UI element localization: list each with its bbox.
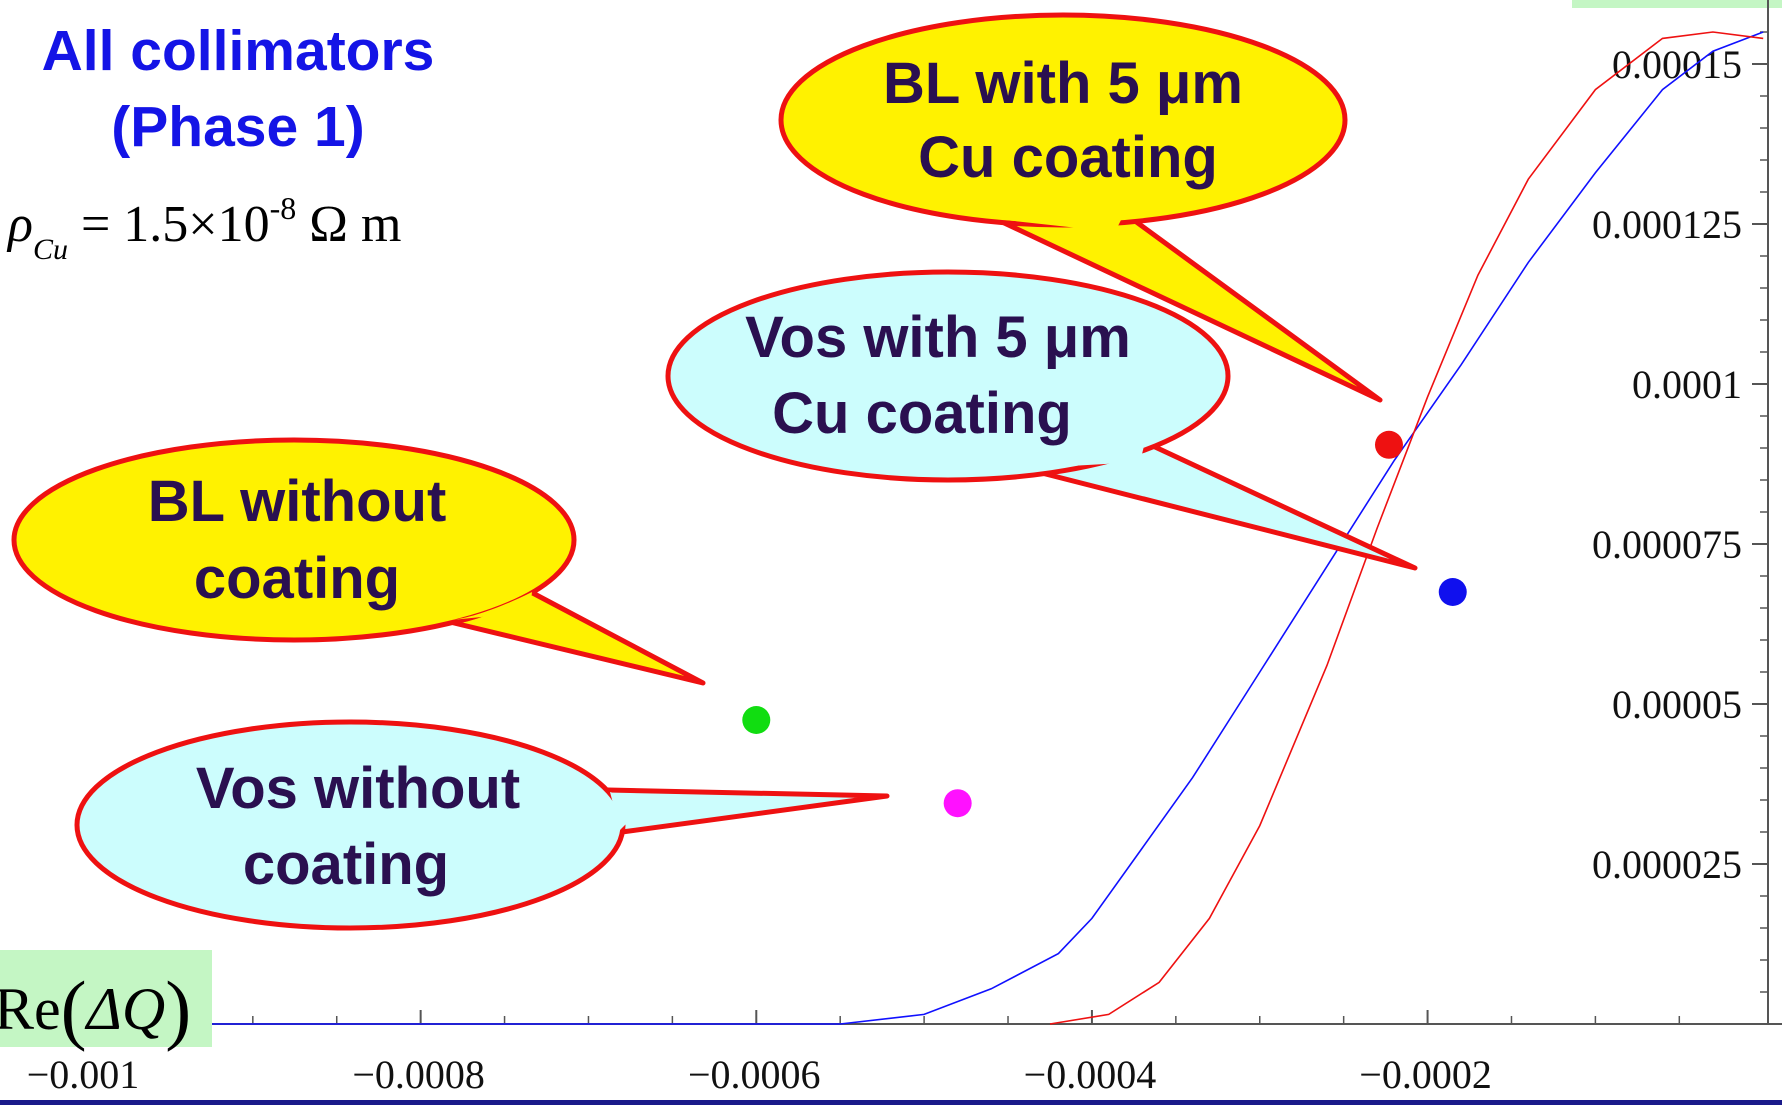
y-tick-label: 0.0001 [1632, 362, 1742, 407]
y-tick-label: 0.000125 [1592, 202, 1742, 247]
formula-subscript: Cu [32, 233, 68, 266]
bottom-border-bar [0, 1100, 1782, 1105]
x-tick-label: −0.0008 [352, 1052, 485, 1097]
callout-vos-coated-line1: Vos with 5 μm [745, 305, 1131, 370]
y-axis-label-box [0, 950, 212, 1047]
callout-bl-coated-line2: Cu coating [918, 125, 1218, 190]
series-line-0 [85, 31, 1764, 1025]
formula-symbol: ρ [8, 196, 33, 253]
y-tick-label: 0.00015 [1612, 42, 1742, 87]
callout-bl-uncoated: BL without coating [11, 437, 706, 686]
data-point-0 [742, 706, 771, 734]
data-point-1 [943, 789, 972, 818]
y-axis-label: Re(ΔQ) [0, 958, 191, 1052]
series-layer [85, 31, 1764, 1025]
y-tick-label: 0.00005 [1612, 682, 1742, 727]
callout-bl-coated-line1: BL with 5 μm [883, 51, 1243, 116]
callout-vos-uncoated-line2: coating [243, 832, 449, 897]
y-axis-label-symbol: ΔQ [86, 976, 166, 1042]
x-ticks: −0.001 −0.0008 −0.0006 −0.0004 −0.0002 [27, 1010, 1681, 1097]
axes: −0.001 −0.0008 −0.0006 −0.0004 −0.0002 0.000… [27, 0, 1782, 1097]
x-tick-label: −0.001 [27, 1052, 140, 1097]
data-point-3 [1438, 578, 1467, 606]
formula-exponent: -8 [269, 190, 297, 226]
formula-unit: Ω m [309, 196, 402, 253]
x-tick-label: −0.0004 [1024, 1052, 1157, 1097]
corner-highlight [1572, 0, 1782, 8]
y-axis-label-prefix: Re [0, 976, 61, 1042]
formula-expression: = 1.5×10 [80, 196, 270, 253]
callout-vos-uncoated-line1: Vos without [196, 756, 520, 821]
x-tick-label: −0.0006 [688, 1052, 821, 1097]
chart-title: All collimators [42, 19, 435, 83]
callout-vos-coated-line2: Cu coating [772, 381, 1072, 446]
callout-vos-uncoated: Vos without coating [74, 719, 890, 931]
callout-bl-uncoated-line2: coating [194, 546, 400, 611]
callout-vos-coated: Vos with 5 μm Cu coating [665, 269, 1418, 571]
y-tick-label: 0.000025 [1592, 842, 1742, 887]
x-tick-label: −0.0002 [1359, 1052, 1492, 1097]
points-layer [742, 430, 1467, 818]
y-ticks: 0.000025 0.00005 0.000075 0.0001 0.000125 0.0… [1592, 31, 1768, 993]
chart-subtitle: (Phase 1) [111, 95, 364, 159]
resistivity-formula: ρCu = 1.5×10-8 Ω m [8, 190, 402, 266]
callout-bl-uncoated-line1: BL without [148, 469, 447, 534]
callout-bl-coated: BL with 5 μm Cu coating [778, 12, 1383, 403]
series-line-1 [1049, 31, 1764, 1025]
y-tick-label: 0.000075 [1592, 522, 1742, 567]
data-point-2 [1374, 430, 1403, 459]
